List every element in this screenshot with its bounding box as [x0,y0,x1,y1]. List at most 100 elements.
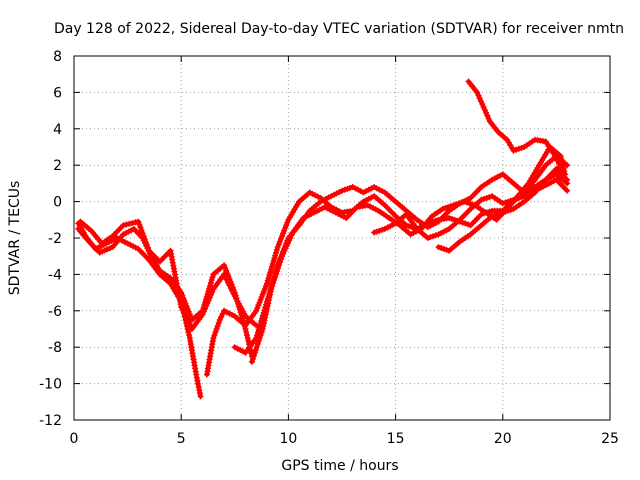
y-tick-label: -2 [48,231,62,247]
data-point-markers [542,138,558,159]
data-point-markers [542,168,558,183]
data-point-markers [221,271,237,297]
x-tick-label: 5 [177,431,186,447]
data-point-markers [109,224,125,240]
data-point-markers [360,185,375,196]
y-tick-label: 8 [53,49,62,65]
data-point-markers [499,171,515,185]
y-tick-label: -10 [39,377,62,393]
data-point-markers [467,198,483,212]
data-point-markers [285,201,301,223]
y-tick-label: -8 [48,340,62,356]
data-point-markers [392,213,408,227]
data-point [197,393,204,400]
data-point [564,187,571,194]
data-point-markers [210,319,222,342]
data-point-markers [339,184,353,194]
data-point-markers [525,164,541,187]
data-point-markers [424,220,439,231]
y-tick-label: 6 [53,85,62,101]
data-point-markers [148,253,162,272]
data-point-markers [231,293,248,317]
y-tick-label: -12 [39,413,62,429]
data-point-markers [188,313,204,332]
data-point-markers [510,200,525,212]
data-point-markers [88,227,104,245]
data-point-markers [375,207,390,220]
data-point-markers [210,264,225,278]
y-tick-label: -6 [48,304,62,320]
data-point-markers [124,240,139,251]
data-point-markers [300,210,315,221]
data-point-markers [332,209,347,220]
data-point-markers [474,89,486,107]
data-point-markers [553,176,568,192]
data-point [559,169,566,176]
data-point-markers [360,194,375,205]
data-point-markers [311,205,326,216]
data-point-markers [489,193,504,205]
data-point-markers [178,304,194,330]
data-point-markers [328,189,343,200]
data-point-markers [259,288,274,332]
data-point-markers [478,194,493,203]
data-point-markers [135,245,150,261]
data-point-markers [478,178,493,190]
data-point-markers [435,227,450,238]
data-point-markers [424,232,439,241]
data-point-markers [289,217,305,236]
x-tick-label: 10 [279,431,297,447]
y-tick-label: 4 [53,122,62,138]
data-point-markers [193,371,203,397]
data-point-markers [156,249,172,265]
series-trace-9 [465,78,566,176]
data-point-markers [542,178,557,189]
data-point-markers [274,219,291,251]
data-point-markers [75,225,91,243]
data-point-markers [188,309,204,323]
data-point-markers [253,283,269,314]
data-point-markers [77,218,92,232]
data-point-markers [510,194,525,203]
data-point-markers [467,186,483,201]
data-point-markers [131,225,144,239]
data-point-markers [381,189,397,203]
x-tick-label: 15 [387,431,405,447]
data-point-markers [499,197,514,207]
data-point-markers [499,206,514,216]
data-point-markers [199,288,216,318]
data-point-markers [403,207,418,221]
axis-ticks: 0 5 10 15 20 25 -12 -10 -8 -6 -4 -2 0 2 4 6 8 [39,49,619,447]
data-point-markers [216,310,226,323]
data-point-markers [446,218,461,232]
data-point-markers [328,204,343,215]
data-point-markers [242,337,258,356]
data-point-markers [120,227,135,238]
data-point-markers [98,235,113,247]
data-point-markers [439,203,454,212]
data-point-markers [480,104,492,122]
data-point-markers [510,144,525,154]
data-point-markers [96,245,113,256]
data-point-markers [553,171,568,185]
data-point-markers [306,200,322,214]
data-point-markers [478,215,493,229]
data-point-markers [109,233,125,251]
data-point-markers [317,194,332,205]
data-point-markers [403,211,419,230]
data-point-markers [371,226,386,236]
grid-lines [74,56,610,420]
data-point-markers [392,198,408,212]
data-point-markers [86,238,101,254]
data-point-markers [418,215,434,232]
data-point-markers [456,208,472,223]
data-point-markers [349,184,364,195]
chart-title: Day 128 of 2022, Sidereal Day-to-day VTE… [54,21,624,37]
data-point-markers [203,338,216,378]
x-axis-label: GPS time / hours [281,458,398,474]
data-point-markers [429,207,444,220]
data-point-markers [242,310,258,329]
data-point-markers [435,244,450,253]
